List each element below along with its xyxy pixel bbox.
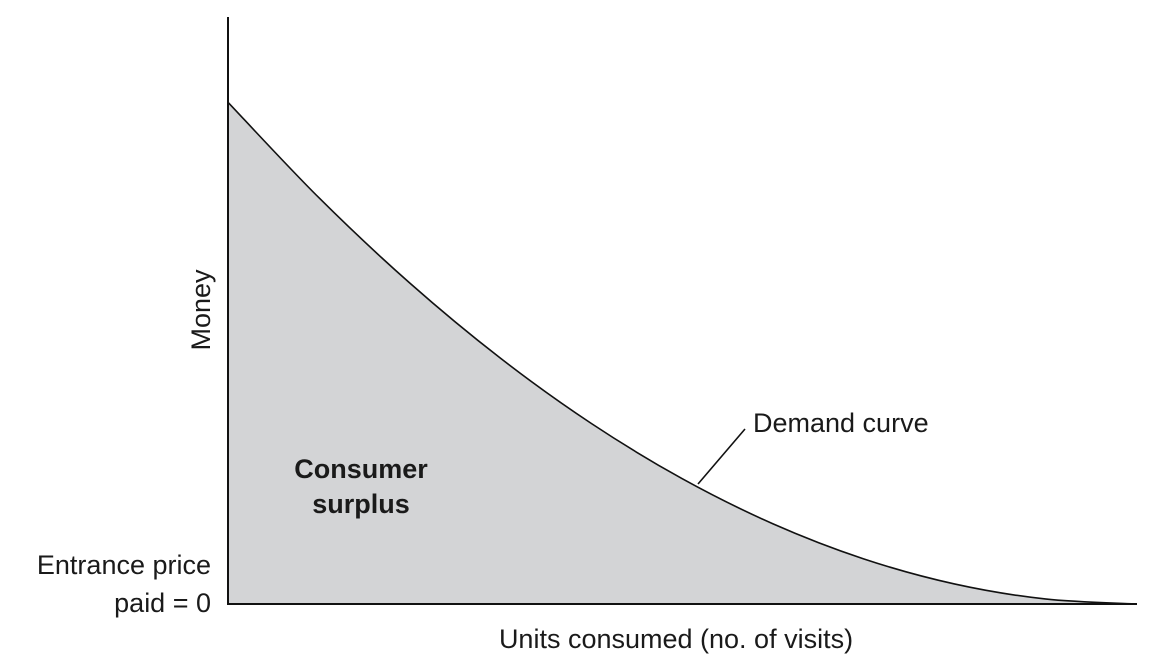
demand-curve-leader-line	[697, 428, 746, 485]
x-axis-label: Units consumed (no. of visits)	[499, 624, 853, 654]
entrance-price-label-line1: Entrance price	[37, 550, 211, 580]
entrance-price-label-line2: paid = 0	[114, 588, 211, 618]
consumer-surplus-label-line2: surplus	[312, 489, 410, 519]
demand-curve-line	[227, 101, 1137, 605]
y-axis-label: Money	[186, 269, 216, 351]
consumer-surplus-area	[228, 102, 1136, 604]
consumer-surplus-label-line1: Consumer	[294, 454, 428, 484]
demand-curve-label: Demand curve	[753, 408, 929, 438]
